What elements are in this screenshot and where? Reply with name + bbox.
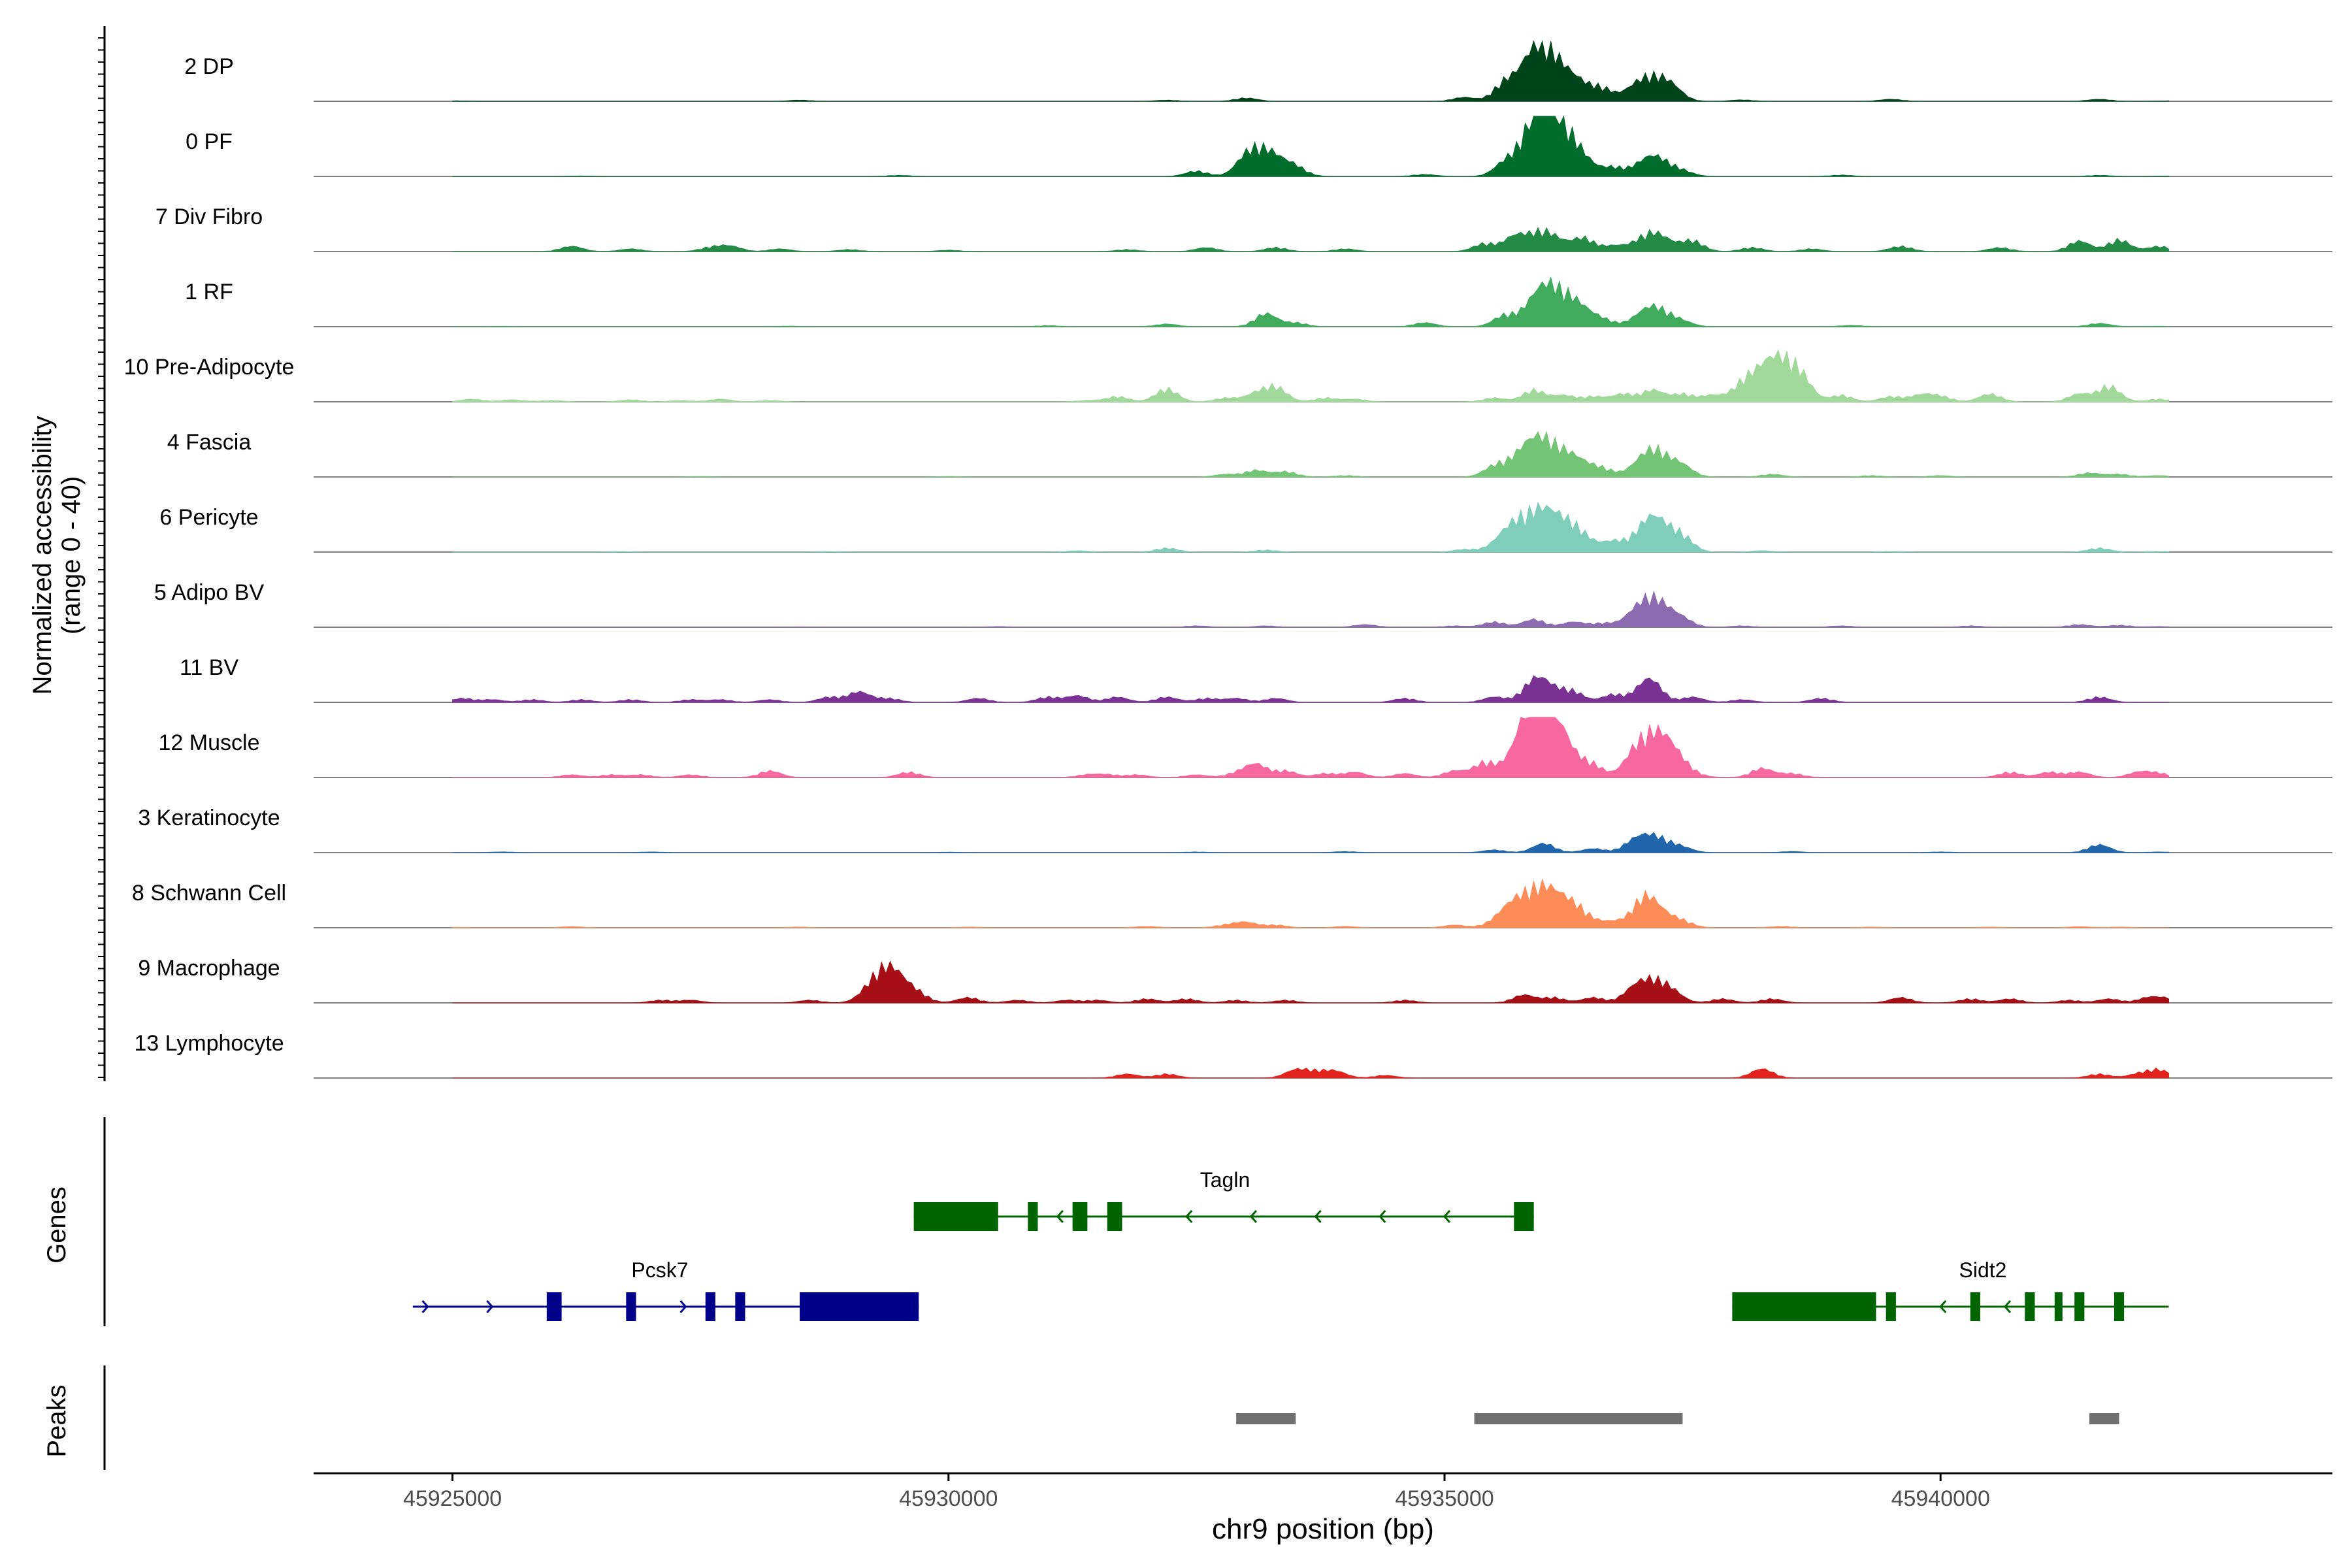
coverage-area — [452, 276, 2169, 327]
strand-arrow-icon — [1056, 1210, 1064, 1223]
coverage-tracks: 2 DP 0 PF 7 Div Fibro 1 RF 10 Pre-Adipocyte 4… — [124, 40, 2332, 1079]
track-label: 8 Schwann Cell — [132, 881, 286, 906]
peak-region — [2089, 1413, 2119, 1424]
track-12-muscle: 12 Muscle — [159, 717, 2332, 778]
track-label: 2 DP — [184, 54, 234, 79]
gene-label: Tagln — [1200, 1168, 1250, 1192]
track-2-dp: 2 DP — [184, 40, 2332, 102]
coverage-area — [452, 878, 2169, 928]
track-7-div-fibro: 7 Div Fibro — [155, 204, 2332, 252]
track-3-keratinocyte: 3 Keratinocyte — [138, 806, 2332, 853]
peak-region — [1236, 1413, 1296, 1424]
coverage-area — [452, 227, 2169, 252]
strand-arrow-icon — [486, 1300, 494, 1313]
x-axis: 45925000 45930000 45935000 45940000 — [314, 1472, 2332, 1511]
peak-region — [1474, 1413, 1683, 1424]
gene-exon — [1072, 1202, 1088, 1231]
track-label: 0 PF — [186, 129, 233, 154]
coverage-area — [452, 115, 2169, 177]
track-0-pf: 0 PF — [186, 115, 2332, 177]
gene-exon — [1107, 1202, 1122, 1231]
gene-exon — [2025, 1292, 2035, 1321]
gene-pcsk7: Pcsk7 — [412, 1258, 919, 1321]
x-axis-tick-label: 45925000 — [403, 1486, 502, 1511]
track-label: 7 Div Fibro — [155, 204, 263, 229]
coverage-area — [452, 717, 2169, 778]
gene-exon — [1970, 1292, 1980, 1321]
coverage-area — [452, 960, 2169, 1004]
gene-exon — [2074, 1292, 2085, 1321]
peaks-track-label: Peaks — [42, 1384, 71, 1457]
x-axis-label: chr9 position (bp) — [1212, 1513, 1434, 1545]
track-10-pre-adipocyte: 10 Pre-Adipocyte — [124, 349, 2332, 402]
track-label: 4 Fascia — [167, 430, 252, 455]
y-axis-label-range: (range 0 - 40) — [57, 476, 86, 634]
gene-sidt2: Sidt2 — [1732, 1258, 2169, 1321]
coverage-area — [452, 832, 2169, 853]
y-axis-label: Normalized accessibility — [28, 416, 57, 695]
coverage-area — [452, 40, 2169, 102]
coverage-area — [452, 590, 2169, 628]
x-axis-tick-label: 45930000 — [899, 1486, 998, 1511]
gene-exon — [2114, 1292, 2125, 1321]
track-11-bv: 11 BV — [180, 655, 2332, 703]
strand-arrow-icon — [1939, 1300, 1947, 1313]
strand-arrow-icon — [1314, 1210, 1322, 1223]
coverage-area — [452, 501, 2169, 553]
gene-exon — [1732, 1292, 1876, 1321]
gene-exon — [1028, 1202, 1038, 1231]
track-1-rf: 1 RF — [185, 276, 2332, 327]
gene-exon — [626, 1292, 636, 1321]
gene-label: Sidt2 — [1959, 1258, 2007, 1282]
gene-exon — [735, 1292, 745, 1321]
strand-arrow-icon — [1249, 1210, 1258, 1223]
x-axis-tick-label: 45935000 — [1395, 1486, 1494, 1511]
strand-arrow-icon — [2003, 1300, 2012, 1313]
track-6-pericyte: 6 Pericyte — [159, 501, 2332, 553]
strand-arrow-icon — [679, 1300, 687, 1313]
gene-exon — [913, 1202, 998, 1231]
track-label: 13 Lymphocyte — [134, 1031, 284, 1056]
track-13-lymphocyte: 13 Lymphocyte — [134, 1031, 2332, 1079]
track-8-schwann-cell: 8 Schwann Cell — [132, 878, 2332, 928]
track-label: 9 Macrophage — [138, 956, 280, 981]
track-label: 10 Pre-Adipocyte — [124, 355, 295, 380]
gene-tagln: Tagln — [913, 1168, 1534, 1231]
gene-exon — [705, 1292, 715, 1321]
gene-exon — [800, 1292, 919, 1321]
x-axis-tick-label: 45940000 — [1891, 1486, 1990, 1511]
gene-exon — [1886, 1292, 1896, 1321]
strand-arrow-icon — [1443, 1210, 1451, 1223]
strand-arrow-icon — [1185, 1210, 1193, 1223]
coverage-area — [452, 431, 2169, 478]
track-label: 6 Pericyte — [159, 505, 258, 530]
track-label: 3 Keratinocyte — [138, 806, 280, 830]
gene-annotation-track: Tagln Pcsk7 Sidt2 — [103, 1117, 2169, 1326]
genes-track-label: Genes — [42, 1186, 71, 1264]
strand-arrow-icon — [421, 1300, 429, 1313]
track-9-macrophage: 9 Macrophage — [138, 956, 2332, 1004]
gene-exon — [546, 1292, 562, 1321]
track-label: 5 Adipo BV — [154, 580, 265, 605]
coverage-area — [452, 1068, 2169, 1079]
accessibility-axis — [98, 26, 106, 1081]
track-label: 12 Muscle — [159, 730, 260, 755]
coverage-area — [452, 675, 2169, 703]
coverage-area — [452, 349, 2169, 402]
gene-exon — [2054, 1292, 2063, 1321]
track-label: 1 RF — [185, 280, 233, 304]
gene-exon — [1514, 1202, 1534, 1231]
track-4-fascia: 4 Fascia — [167, 430, 2332, 478]
track-label: 11 BV — [180, 655, 238, 680]
track-5-adipo-bv: 5 Adipo BV — [154, 580, 2332, 628]
peaks-track — [103, 1365, 2119, 1470]
strand-arrow-icon — [1379, 1210, 1386, 1223]
gene-label: Pcsk7 — [631, 1258, 688, 1282]
